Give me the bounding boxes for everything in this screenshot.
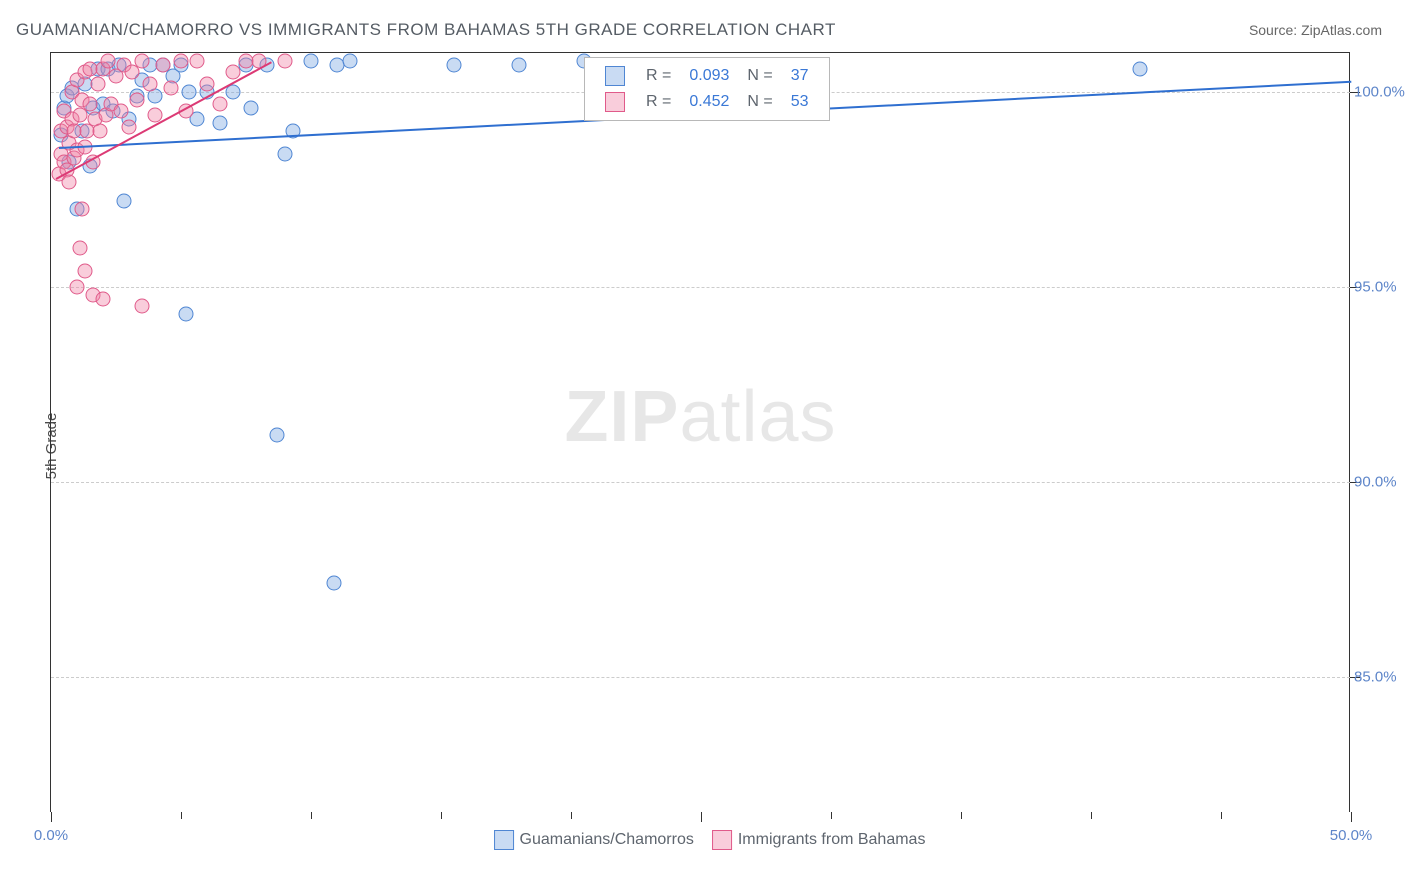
legend-r-value-pink: 0.452 xyxy=(681,90,737,114)
legend-n-label: N = xyxy=(739,90,780,114)
gridline-horizontal xyxy=(51,287,1350,288)
scatter-point-pink xyxy=(101,53,116,68)
scatter-point-blue xyxy=(244,100,259,115)
scatter-point-blue xyxy=(181,84,196,99)
scatter-point-pink xyxy=(114,104,129,119)
legend-stats-box: R =0.093N =37 R =0.452N =53 xyxy=(584,57,830,121)
legend-stats-table: R =0.093N =37 R =0.452N =53 xyxy=(595,62,819,116)
legend-swatch-blue xyxy=(494,830,514,850)
legend-swatch-pink xyxy=(712,830,732,850)
scatter-point-pink xyxy=(135,53,150,68)
x-tick-major xyxy=(1351,812,1352,822)
scatter-point-pink xyxy=(124,65,139,80)
scatter-point-pink xyxy=(72,240,87,255)
scatter-point-pink xyxy=(122,120,137,135)
legend-r-label: R = xyxy=(638,64,679,88)
x-tick-label: 0.0% xyxy=(34,827,68,844)
scatter-point-blue xyxy=(327,576,342,591)
watermark-rest: atlas xyxy=(679,377,836,457)
y-tick-label: 100.0% xyxy=(1354,83,1406,100)
x-tick-minor xyxy=(441,812,442,819)
x-tick-minor xyxy=(961,812,962,819)
scatter-point-blue xyxy=(278,147,293,162)
x-tick-minor xyxy=(181,812,182,819)
plot-right-border xyxy=(1349,53,1350,812)
gridline-horizontal xyxy=(51,677,1350,678)
watermark-bold: ZIP xyxy=(564,377,679,457)
scatter-point-pink xyxy=(83,96,98,111)
legend-swatch-blue xyxy=(605,66,625,86)
chart-title: GUAMANIAN/CHAMORRO VS IMMIGRANTS FROM BA… xyxy=(16,20,836,40)
y-tick-label: 85.0% xyxy=(1354,668,1406,685)
scatter-point-pink xyxy=(174,53,189,68)
x-tick-minor xyxy=(1091,812,1092,819)
scatter-point-pink xyxy=(135,299,150,314)
scatter-point-pink xyxy=(90,77,105,92)
scatter-point-blue xyxy=(304,53,319,68)
scatter-point-blue xyxy=(447,57,462,72)
x-tick-minor xyxy=(831,812,832,819)
x-tick-major xyxy=(701,812,702,822)
source-attribution: Source: ZipAtlas.com xyxy=(1249,22,1382,38)
scatter-point-blue xyxy=(343,53,358,68)
scatter-point-pink xyxy=(96,291,111,306)
scatter-point-pink xyxy=(213,96,228,111)
scatter-point-blue xyxy=(512,57,527,72)
legend-series-name-pink: Immigrants from Bahamas xyxy=(738,831,926,848)
legend-n-value-pink: 53 xyxy=(783,90,817,114)
legend-swatch-pink xyxy=(605,92,625,112)
y-tick-label: 95.0% xyxy=(1354,278,1406,295)
scatter-point-pink xyxy=(72,108,87,123)
scatter-point-pink xyxy=(278,53,293,68)
y-tick-label: 90.0% xyxy=(1354,473,1406,490)
scatter-point-pink xyxy=(142,77,157,92)
legend-r-value-blue: 0.093 xyxy=(681,64,737,88)
x-tick-minor xyxy=(1221,812,1222,819)
scatter-point-pink xyxy=(200,77,215,92)
scatter-point-pink xyxy=(93,123,108,138)
watermark: ZIPatlas xyxy=(564,376,836,458)
legend-series-name-blue: Guamanians/Chamorros xyxy=(520,831,694,848)
scatter-point-pink xyxy=(129,92,144,107)
source-link[interactable]: ZipAtlas.com xyxy=(1301,22,1382,38)
plot-area: ZIPatlas 85.0%90.0%95.0%100.0%0.0%50.0%R… xyxy=(50,52,1350,812)
scatter-point-blue xyxy=(270,427,285,442)
scatter-point-pink xyxy=(62,174,77,189)
x-tick-major xyxy=(51,812,52,822)
scatter-point-pink xyxy=(163,81,178,96)
scatter-point-blue xyxy=(1133,61,1148,76)
x-tick-label: 50.0% xyxy=(1330,827,1373,844)
x-tick-minor xyxy=(311,812,312,819)
source-label: Source: xyxy=(1249,22,1301,38)
gridline-horizontal xyxy=(51,482,1350,483)
legend-n-value-blue: 37 xyxy=(783,64,817,88)
legend-r-label: R = xyxy=(638,90,679,114)
scatter-point-pink xyxy=(189,53,204,68)
scatter-point-blue xyxy=(116,194,131,209)
legend-series: Guamanians/Chamorros Immigrants from Baha… xyxy=(476,830,926,850)
scatter-point-pink xyxy=(70,279,85,294)
scatter-point-pink xyxy=(75,201,90,216)
chart-container: GUAMANIAN/CHAMORRO VS IMMIGRANTS FROM BA… xyxy=(0,0,1406,892)
scatter-point-blue xyxy=(213,116,228,131)
scatter-point-blue xyxy=(179,307,194,322)
x-tick-minor xyxy=(571,812,572,819)
legend-n-label: N = xyxy=(739,64,780,88)
scatter-point-pink xyxy=(77,264,92,279)
scatter-point-pink xyxy=(155,57,170,72)
